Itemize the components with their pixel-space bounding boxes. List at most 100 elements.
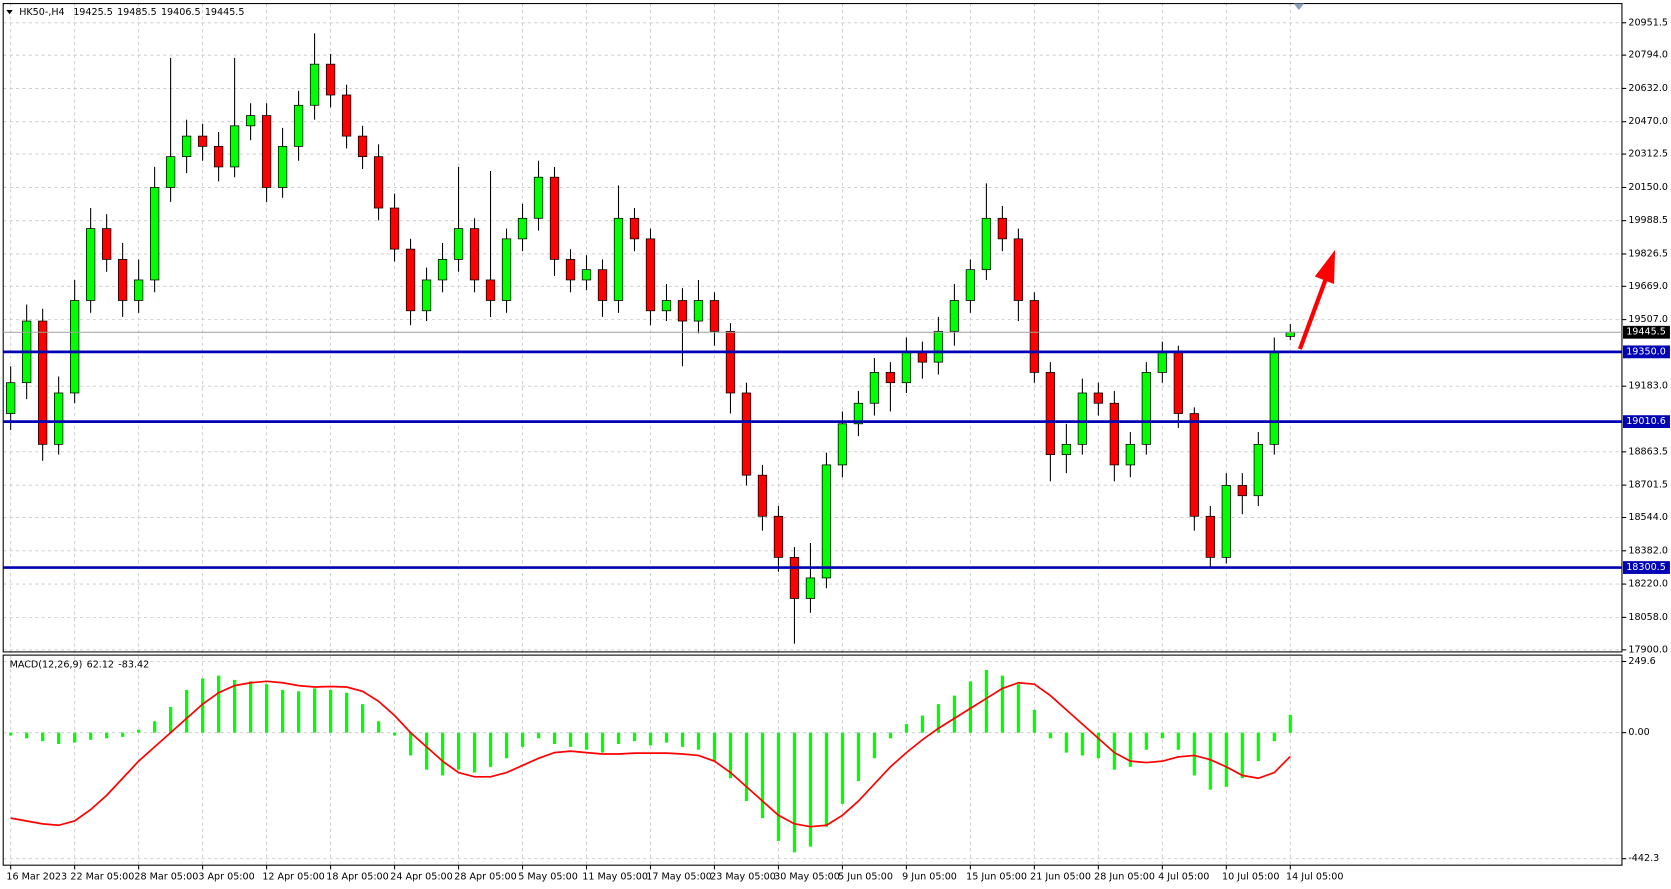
macd-title: MACD(12,26,9) — [10, 659, 83, 670]
candle-body — [86, 228, 96, 301]
macd-bar — [280, 689, 285, 733]
x-tick-label: 10 Jul 05:00 — [1222, 871, 1279, 882]
candle-body — [1141, 372, 1151, 445]
macd-bar — [1272, 732, 1276, 742]
macd-bar — [856, 732, 861, 782]
candle-body — [1029, 300, 1040, 373]
y-tick-label: 18220.0 — [1628, 579, 1668, 590]
macd-bar — [584, 732, 589, 750]
candle-body — [117, 259, 128, 301]
macd-bar — [1208, 732, 1212, 790]
level-box — [1623, 345, 1670, 359]
macd-bar — [1064, 732, 1068, 753]
candle-body — [757, 474, 768, 517]
candle-body — [421, 279, 432, 312]
candle-body — [213, 146, 224, 168]
macd-bar — [1192, 732, 1196, 776]
x-tick-label: 17 May 05:00 — [646, 871, 712, 882]
x-tick-label: 30 May 05:00 — [774, 871, 840, 882]
level-label: 19350.0 — [1626, 346, 1666, 357]
candle-body — [325, 63, 336, 96]
macd-bar — [424, 732, 429, 770]
shift-marker — [1293, 3, 1305, 10]
x-tick-label: 5 May 05:00 — [518, 871, 578, 882]
candle-body — [165, 156, 176, 188]
x-tick-label: 14 Jul 05:00 — [1286, 871, 1343, 882]
level-box — [1623, 415, 1670, 429]
header-low: 19406.5 — [161, 7, 201, 18]
macd-bar — [600, 732, 605, 753]
candle-body — [645, 238, 656, 312]
macd-bar — [1048, 732, 1052, 739]
macd-bar — [360, 704, 365, 733]
macd-bar — [296, 691, 301, 733]
y-tick-label: 18863.5 — [1628, 446, 1668, 457]
macd-bar — [984, 669, 988, 733]
x-tick-label: 18 Apr 05:00 — [326, 871, 388, 882]
arrow-head — [1314, 249, 1336, 285]
macd-bar — [792, 732, 797, 853]
macd-bar — [344, 692, 349, 733]
macd-bar — [1256, 732, 1260, 762]
macd-bar — [185, 689, 189, 733]
macd-bar — [73, 732, 77, 743]
macd-bar — [968, 681, 972, 733]
candle-body — [1221, 485, 1231, 558]
macd-bar — [488, 732, 493, 767]
macd-bar — [392, 732, 397, 736]
header-open: 19425.5 — [73, 7, 113, 18]
candle-body — [1189, 413, 1199, 517]
macd-bar — [472, 732, 477, 773]
candle-body — [917, 351, 928, 363]
candle-body — [629, 217, 640, 240]
candle-body — [677, 300, 688, 322]
y-tick-label: 20632.0 — [1628, 83, 1668, 94]
y-tick-label: 18058.0 — [1628, 612, 1668, 623]
y-tick-label: 20794.0 — [1628, 50, 1668, 61]
macd-bar — [89, 732, 93, 740]
candle-body — [309, 63, 320, 106]
macd-bar — [25, 732, 29, 739]
y-tick-label: 20951.5 — [1628, 17, 1668, 28]
macd-bar — [1000, 675, 1004, 733]
y-tick-label: 18701.5 — [1628, 480, 1668, 491]
candle-body — [661, 300, 672, 312]
candle-body — [853, 402, 864, 425]
candle-body — [949, 300, 960, 332]
candle-body — [597, 269, 608, 301]
candle-body — [197, 135, 208, 147]
macd-bar — [105, 732, 109, 739]
macd-bar — [824, 732, 829, 827]
grid: 20951.5 20794.0 20632.0 20470.0 20312.5 20150… — [3, 3, 1668, 882]
level-label: 18300.5 — [1626, 562, 1666, 573]
macd-bar — [840, 732, 845, 804]
candle-body — [725, 330, 736, 394]
current-price-box — [1623, 325, 1670, 339]
candle-body — [1173, 351, 1183, 414]
arrow-shaft — [1297, 279, 1328, 350]
candle-body — [357, 135, 368, 158]
macd-bar — [680, 732, 685, 747]
header-high: 19485.5 — [117, 7, 157, 18]
candle-body — [293, 104, 304, 147]
x-tick-label: 24 Apr 05:00 — [390, 871, 452, 882]
macd-bar — [1016, 684, 1020, 733]
candle-body — [885, 372, 896, 384]
candle-body — [38, 320, 48, 445]
macd-bar — [808, 732, 813, 847]
candle-body — [261, 115, 272, 188]
y-tick-label: 19826.5 — [1628, 248, 1668, 259]
macd-bar — [312, 688, 317, 733]
candle-body — [1061, 443, 1072, 456]
y-tick-label: 19669.0 — [1628, 281, 1668, 292]
macd-bar — [1112, 732, 1116, 770]
macd-bar — [760, 732, 765, 819]
candle-body — [1109, 402, 1119, 466]
macd-bar — [616, 732, 621, 745]
candle-body — [981, 217, 992, 271]
candle-body — [1045, 372, 1056, 456]
candle-body — [149, 187, 160, 281]
current-price-label: 19445.5 — [1626, 327, 1666, 338]
